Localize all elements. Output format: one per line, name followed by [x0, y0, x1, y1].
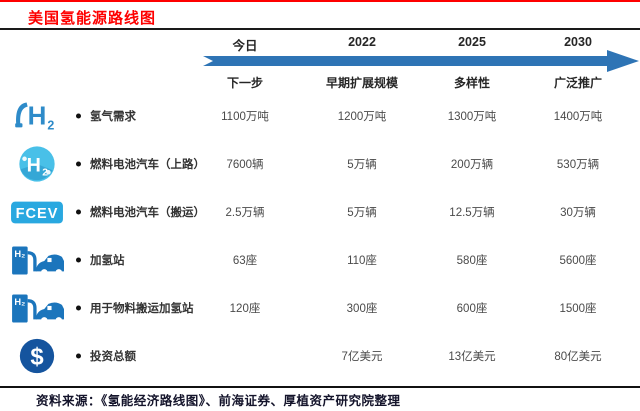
table-row: 燃料电池汽车（上路） 7600辆 5万辆 200万辆 530万辆	[0, 140, 640, 188]
fcev-badge-icon	[8, 191, 66, 233]
cell-value: 12.5万辆	[449, 207, 495, 219]
bullet-icon	[76, 353, 81, 359]
cell-value: 1400万吨	[553, 111, 603, 123]
row-label: 氢气需求	[90, 111, 136, 123]
cell-value: 120座	[229, 303, 261, 315]
row-label: 用于物料搬运加氢站	[90, 303, 194, 315]
bullet-icon	[76, 113, 81, 119]
timeline-year: 2025	[458, 35, 486, 49]
fuel-station-icon	[8, 239, 66, 281]
title-divider	[0, 28, 640, 30]
row-label: 投资总额	[90, 351, 136, 363]
row-label: 燃料电池汽车（上路）	[90, 159, 205, 171]
row-label: 加氢站	[90, 255, 125, 267]
row-label: 燃料电池汽车（搬运）	[90, 207, 205, 219]
cell-value: 13亿美元	[448, 351, 496, 363]
cell-value: 1500座	[559, 303, 597, 315]
cell-value: 2.5万辆	[225, 207, 265, 219]
bullet-icon	[76, 257, 81, 263]
timeline-year: 今日	[232, 39, 258, 53]
table-row: 氢气需求 1100万吨 1200万吨 1300万吨 1400万吨	[0, 92, 640, 140]
cell-value: 30万辆	[560, 207, 596, 219]
footer-divider	[0, 386, 640, 388]
timeline-phase: 早期扩展规模	[325, 76, 398, 90]
table-row: 投资总额 7亿美元 13亿美元 80亿美元	[0, 332, 640, 380]
timeline-phase: 广泛推广	[553, 76, 602, 90]
cell-value: 7600辆	[226, 159, 264, 171]
timeline-year: 2022	[348, 35, 376, 49]
table-row: 加氢站 63座 110座 580座 5600座	[0, 236, 640, 284]
timeline-phase: 多样性	[453, 76, 490, 90]
cell-value: 300座	[346, 303, 378, 315]
cell-value: 200万辆	[450, 159, 494, 171]
cell-value: 1300万吨	[447, 111, 497, 123]
table-row: 用于物料搬运加氢站 120座 300座 600座 1500座	[0, 284, 640, 332]
cell-value: 580座	[456, 255, 488, 267]
cell-value: 80亿美元	[554, 351, 602, 363]
bullet-icon	[76, 305, 81, 311]
cell-value: 5万辆	[347, 159, 377, 171]
cell-value: 7亿美元	[341, 351, 383, 363]
cell-value: 5万辆	[347, 207, 377, 219]
dollar-icon	[8, 335, 66, 377]
cell-value: 63座	[232, 255, 258, 267]
timeline-phase: 下一步	[226, 76, 263, 90]
h2-molecule-icon	[8, 143, 66, 185]
source-note: 资料来源：《氢能经济路线图》、前海证券、厚植资产研究院整理	[36, 394, 401, 408]
cell-value: 1200万吨	[337, 111, 387, 123]
cell-value: 110座	[347, 255, 377, 267]
bullet-icon	[76, 161, 81, 167]
table-row: 燃料电池汽车（搬运） 2.5万辆 5万辆 12.5万辆 30万辆	[0, 188, 640, 236]
timeline-year: 2030	[564, 35, 592, 49]
cell-value: 600座	[456, 303, 488, 315]
bullet-icon	[76, 209, 81, 215]
cell-value: 1100万吨	[221, 111, 269, 123]
fuel-station-icon	[8, 287, 66, 329]
page-title: 美国氢能源路线图	[28, 10, 157, 27]
cell-value: 5600座	[559, 255, 597, 267]
h2-pump-icon	[8, 95, 66, 137]
cell-value: 530万辆	[556, 159, 600, 171]
timeline-arrow-icon	[203, 50, 639, 72]
